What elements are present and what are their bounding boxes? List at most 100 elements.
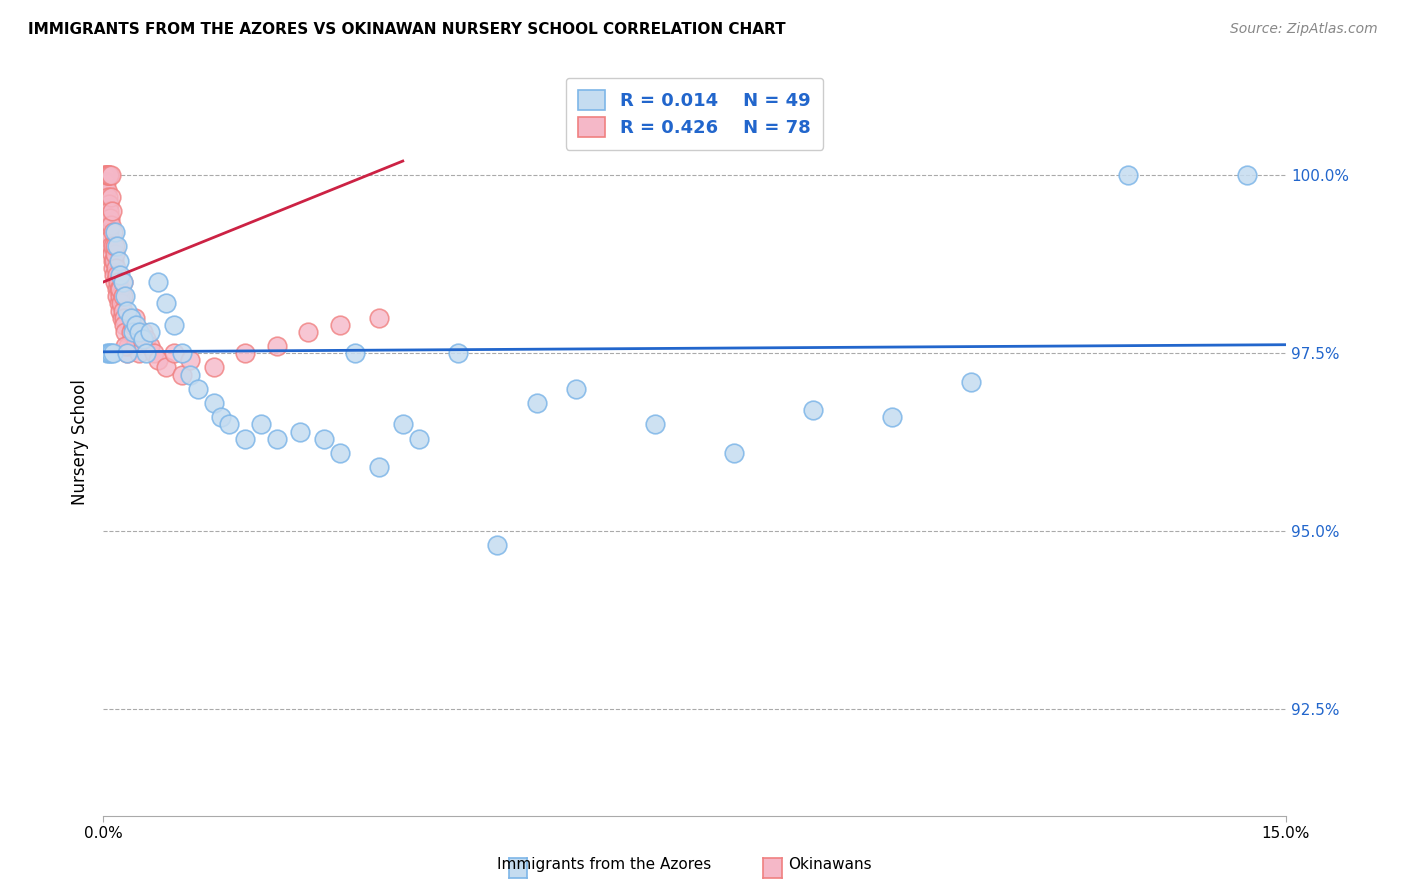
Point [297, 325, 319, 339]
Point [96, 196, 118, 211]
Point [329, 446, 352, 460]
Point [112, 318, 135, 332]
Point [112, 310, 135, 325]
Point [368, 460, 391, 475]
Point [96, 169, 118, 183]
Point [312, 432, 335, 446]
Point [644, 417, 666, 432]
Point [179, 368, 201, 382]
Point [139, 339, 162, 353]
Point [96, 169, 118, 183]
Point [114, 289, 136, 303]
Point [233, 432, 256, 446]
Point [111, 289, 134, 303]
Point [155, 296, 177, 310]
Point [98, 169, 121, 183]
Point [108, 289, 131, 303]
Point [163, 346, 186, 360]
Point [103, 268, 125, 282]
Point [266, 339, 288, 353]
Point [94, 189, 117, 203]
Text: Okinawans: Okinawans [787, 857, 872, 872]
Point [103, 239, 125, 253]
Point [723, 446, 745, 460]
Text: Source: ZipAtlas.com: Source: ZipAtlas.com [1230, 22, 1378, 37]
Point [1236, 169, 1258, 183]
Point [110, 296, 132, 310]
Point [115, 346, 138, 360]
Point [115, 346, 138, 360]
Legend: R = 0.014    N = 49, R = 0.426    N = 78: R = 0.014 N = 49, R = 0.426 N = 78 [565, 78, 824, 150]
Point [111, 310, 134, 325]
Point [250, 417, 273, 432]
Point [125, 318, 148, 332]
Point [111, 275, 134, 289]
Y-axis label: Nursery School: Nursery School [72, 379, 89, 505]
Point [101, 225, 124, 239]
Point [110, 282, 132, 296]
Point [117, 339, 139, 353]
Point [408, 432, 430, 446]
Point [187, 382, 209, 396]
Point [114, 339, 136, 353]
Point [108, 253, 131, 268]
Point [135, 346, 157, 360]
Point [266, 432, 288, 446]
Point [108, 296, 131, 310]
Point [148, 275, 170, 289]
Point [959, 375, 981, 389]
Point [218, 417, 240, 432]
Point [143, 346, 166, 360]
Point [98, 232, 121, 246]
Point [163, 318, 186, 332]
Point [233, 346, 256, 360]
Point [170, 368, 193, 382]
Point [131, 325, 153, 339]
Point [368, 310, 391, 325]
Point [97, 169, 120, 183]
Point [103, 260, 125, 275]
Point [98, 203, 121, 218]
Point [97, 196, 120, 211]
Point [486, 538, 509, 552]
Point [344, 346, 367, 360]
Point [104, 275, 127, 289]
Point [101, 346, 124, 360]
Point [120, 325, 142, 339]
Point [110, 303, 132, 318]
Text: IMMIGRANTS FROM THE AZORES VS OKINAWAN NURSERY SCHOOL CORRELATION CHART: IMMIGRANTS FROM THE AZORES VS OKINAWAN N… [28, 22, 786, 37]
Point [98, 211, 121, 225]
Point [105, 282, 128, 296]
Point [124, 310, 146, 325]
Text: Immigrants from the Azores: Immigrants from the Azores [498, 857, 711, 872]
Point [96, 346, 118, 360]
Point [179, 353, 201, 368]
Point [135, 332, 157, 346]
Point [209, 410, 232, 425]
Point [101, 203, 124, 218]
Point [111, 275, 134, 289]
Point [96, 203, 118, 218]
Point [105, 289, 128, 303]
Point [111, 303, 134, 318]
Point [100, 346, 122, 360]
Point [202, 360, 225, 375]
Point [110, 268, 132, 282]
Point [115, 303, 138, 318]
Point [801, 403, 824, 417]
Point [96, 175, 118, 189]
Point [104, 225, 127, 239]
Point [155, 360, 177, 375]
Point [97, 218, 120, 232]
Point [98, 346, 121, 360]
Point [105, 239, 128, 253]
Point [114, 325, 136, 339]
Point [96, 182, 118, 196]
Point [94, 169, 117, 183]
Point [104, 260, 127, 275]
Point [391, 417, 413, 432]
Point [100, 189, 122, 203]
Point [101, 253, 124, 268]
Point [1116, 169, 1139, 183]
Point [93, 182, 115, 196]
